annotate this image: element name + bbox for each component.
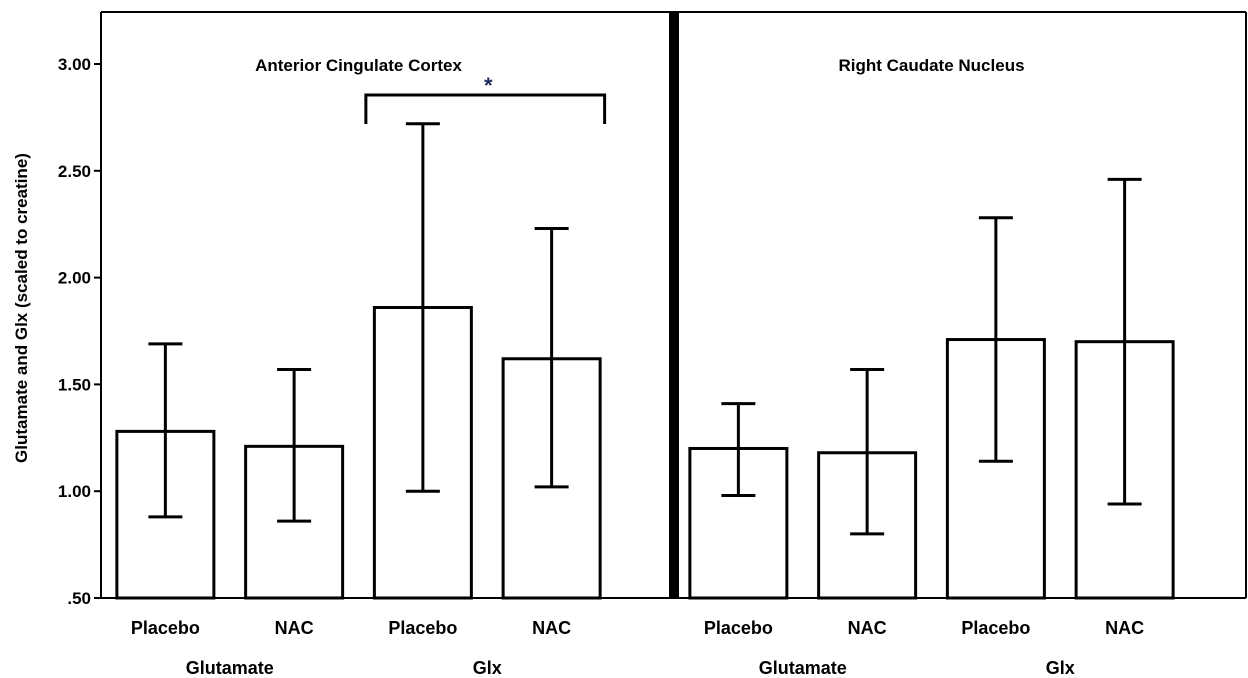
x-category-label: Placebo — [704, 618, 773, 638]
x-category-label: NAC — [1105, 618, 1144, 638]
y-tick-label: 3.00 — [58, 55, 91, 74]
bars-layer — [115, 306, 1175, 600]
x-category-label: Placebo — [131, 618, 200, 638]
significance-star: * — [484, 73, 493, 98]
x-category-label: Placebo — [961, 618, 1030, 638]
panel-titles: Anterior Cingulate Cortex Right Caudate N… — [255, 56, 1024, 75]
x-category-label: NAC — [532, 618, 571, 638]
panel-title: Right Caudate Nucleus — [838, 56, 1024, 75]
y-axis-label: Glutamate and Glx (scaled to creatine) — [12, 153, 31, 463]
y-tick-label: 2.00 — [58, 269, 91, 288]
x-group-label: Glutamate — [759, 658, 847, 678]
x-category-label: NAC — [848, 618, 887, 638]
y-tick-label: 1.00 — [58, 482, 91, 501]
x-category-label: NAC — [275, 618, 314, 638]
significance-annotation: * — [364, 73, 607, 124]
x-group-label: Glx — [473, 658, 502, 678]
panel-title: Anterior Cingulate Cortex — [255, 56, 462, 75]
y-tick-label: 1.50 — [58, 375, 91, 394]
x-group-label: Glutamate — [186, 658, 274, 678]
y-tick-label: .50 — [67, 589, 91, 608]
x-group-label: Glx — [1046, 658, 1075, 678]
y-axis: .50 1.00 1.50 2.00 2.50 3.00 — [58, 55, 101, 608]
significance-bracket — [364, 93, 607, 124]
x-category-label: Placebo — [388, 618, 457, 638]
error-bars-layer — [148, 122, 1142, 536]
y-tick-label: 2.50 — [58, 162, 91, 181]
